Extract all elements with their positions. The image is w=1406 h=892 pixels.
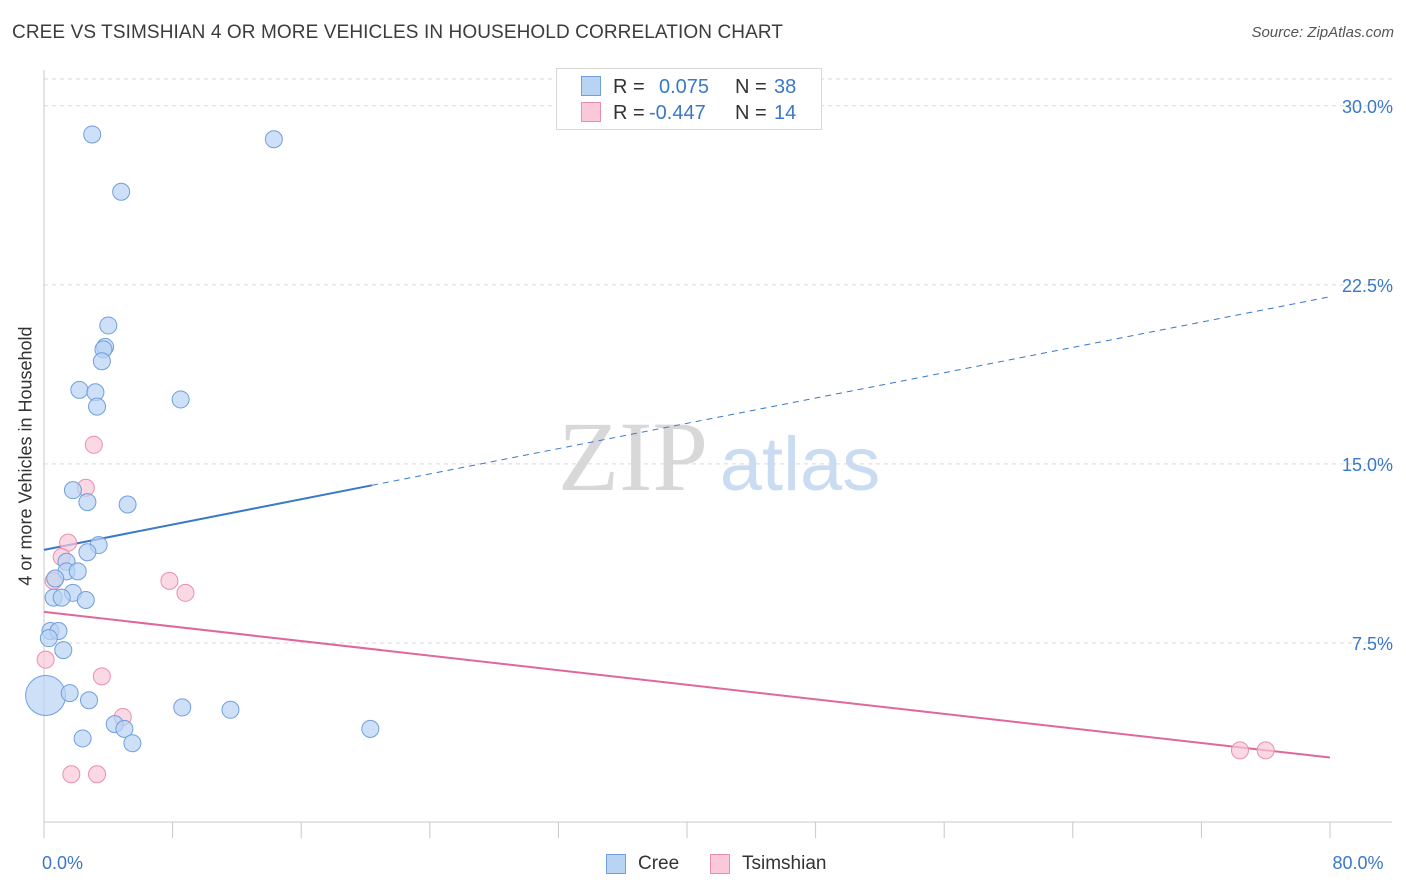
tsimshian-point [84,435,103,454]
legend-row-cree: R = 0.075 N = 38 [557,75,823,99]
cree-point [73,729,92,748]
x-tick-label: 0.0% [42,853,83,873]
tsimshian-point [160,571,179,590]
y-tick-label: 7.5% [1352,634,1393,654]
cree-point [173,698,192,717]
tsimshian-point [88,765,107,784]
cree-point [76,590,95,609]
legend-n-label: N = [735,76,767,98]
tsimshian-point [176,583,195,602]
legend-r-label: R = [613,76,645,98]
cree-point [25,674,67,716]
cree-point [68,562,87,581]
cree-point [99,316,118,335]
y-tick-label: 30.0% [1342,97,1393,117]
bottom-legend-label-tsimshian: Tsimshian [742,853,827,874]
watermark-zip: ZIP [558,401,708,512]
tsimshian-point [62,765,81,784]
bottom-legend-cree: Cree [606,851,696,877]
tsimshian-point [36,650,55,669]
chart-title: CREE VS TSIMSHIAN 4 OR MORE VEHICLES IN … [12,22,784,43]
watermark-atlas: atlas [720,422,881,507]
cree-point [115,719,134,738]
cree-point [171,390,190,409]
cree-point [83,125,102,144]
cree-point [123,734,142,753]
source-label: Source: ZipAtlas.com [1251,24,1394,41]
tsimshian-point [1230,741,1249,760]
x-tick-label: 80.0% [1332,853,1383,873]
cree-point [54,641,73,660]
cree-trend-line-extrapolated [371,296,1331,486]
legend-swatch-cree [581,76,601,96]
y-axis-label: 4 or more Vehicles in Household [15,326,36,586]
cree-point [92,352,111,371]
cree-point [46,569,65,588]
cree-point [88,397,107,416]
tsimshian-point [92,667,111,686]
cree-point [221,700,240,719]
cree-point [112,182,131,201]
cree-point [63,481,82,500]
cree-point [78,543,97,562]
cree-point [264,130,283,149]
tsimshian-point [1256,741,1275,760]
cree-point [80,691,99,710]
tsimshian-trend-line [43,610,1331,759]
correlation-legend: R = 0.075 N = 38 R = -0.447 N = 14 [556,68,822,130]
bottom-legend-label-cree: Cree [638,853,680,874]
bottom-legend-swatch-tsimshian [710,854,730,874]
y-tick-label: 22.5% [1342,276,1393,296]
cree-point [52,588,71,607]
legend-r-label: R = [613,102,645,124]
legend-r-value: -0.447 [649,102,706,124]
cree-point [70,380,89,399]
cree-point [39,629,58,648]
cree-point [60,684,79,703]
legend-r-value: 0.075 [659,76,710,98]
bottom-legend-swatch-cree [606,854,626,874]
legend-n-value: 14 [774,102,797,124]
legend-row-tsimshian: R = -0.447 N = 14 [557,101,823,125]
legend-n-value: 38 [774,76,797,98]
bottom-legend-tsimshian: Tsimshian [710,851,840,877]
cree-point [361,719,380,738]
legend-n-label: N = [735,102,767,124]
legend-swatch-tsimshian [581,102,601,122]
y-tick-label: 15.0% [1342,455,1393,475]
cree-point [78,493,97,512]
cree-point [118,495,137,514]
